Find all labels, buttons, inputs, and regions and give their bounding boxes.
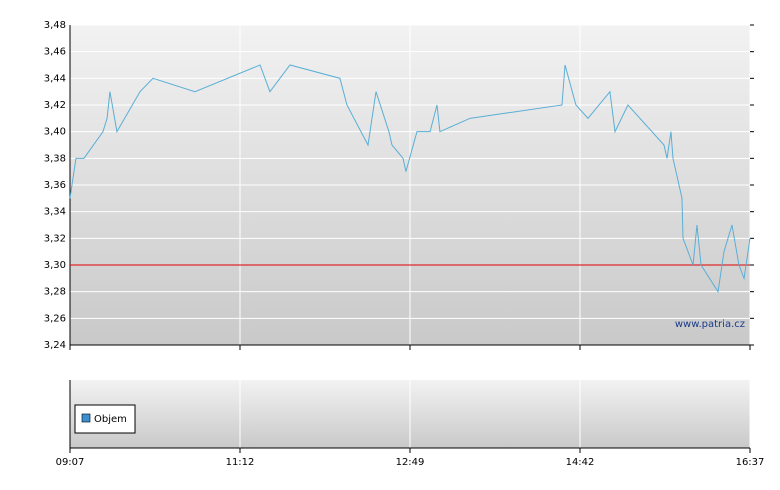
price-line xyxy=(69,64,751,294)
y-tick-label: 3,26 xyxy=(44,313,66,324)
y-tick-label: 3,30 xyxy=(44,260,66,271)
x-tick-label: 14:42 xyxy=(566,457,595,468)
y-tick-label: 3,46 xyxy=(44,47,66,58)
y-tick-label: 3,44 xyxy=(44,73,66,84)
y-tick-label: 3,42 xyxy=(44,100,66,111)
y-tick-label: 3,28 xyxy=(44,287,66,298)
legend-swatch xyxy=(81,413,91,423)
x-tick-label: 12:49 xyxy=(396,457,425,468)
y-tick-label: 3,34 xyxy=(44,207,66,218)
x-tick-label: 16:37 xyxy=(736,457,765,468)
watermark: www.patria.cz xyxy=(675,319,745,330)
x-tick-label: 09:07 xyxy=(56,457,85,468)
y-tick-label: 3,38 xyxy=(44,153,66,164)
y-tick-label: 3,24 xyxy=(44,340,66,351)
y-tick-label: 3,32 xyxy=(44,233,66,244)
legend-label: Objem xyxy=(94,414,127,425)
y-tick-label: 3,40 xyxy=(44,127,66,138)
x-tick-label: 11:12 xyxy=(226,457,255,468)
y-tick-label: 3,36 xyxy=(44,180,66,191)
y-tick-label: 3,48 xyxy=(44,20,66,31)
